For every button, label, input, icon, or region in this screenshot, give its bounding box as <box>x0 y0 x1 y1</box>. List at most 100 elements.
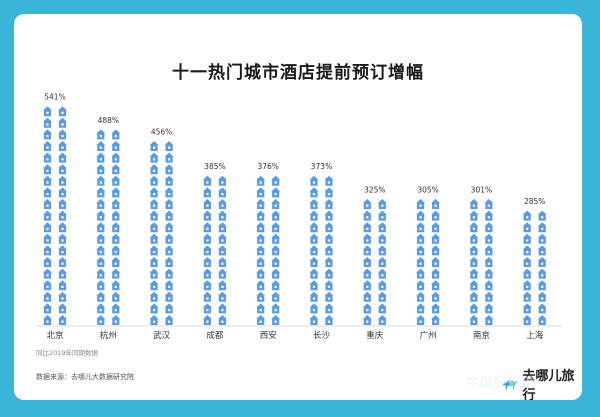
house-window <box>168 285 171 288</box>
house-icon <box>537 280 547 291</box>
house-window <box>46 158 49 161</box>
house-icon <box>58 291 67 302</box>
house-window <box>99 320 102 323</box>
house-icon <box>149 222 159 233</box>
house-icon <box>111 210 121 221</box>
house-icon <box>58 106 67 117</box>
house-window <box>114 135 117 138</box>
house-window <box>259 262 262 265</box>
house-icon <box>484 291 494 302</box>
house-icon <box>431 222 440 233</box>
house-icon <box>431 291 440 302</box>
house-window <box>274 274 277 277</box>
house-window <box>487 309 490 312</box>
house-window <box>366 309 369 312</box>
house-window <box>168 297 171 300</box>
house-window <box>472 297 475 300</box>
house-icon <box>111 222 121 233</box>
house-window <box>312 274 316 277</box>
house-window <box>153 309 156 312</box>
house-window <box>419 262 422 265</box>
house-icon <box>96 303 106 314</box>
house-window <box>366 262 369 265</box>
house-icon <box>43 257 52 267</box>
house-window <box>259 320 262 323</box>
house-window <box>526 285 529 288</box>
house-icon <box>96 222 106 233</box>
house-window <box>434 239 437 242</box>
house-window <box>381 320 384 323</box>
house-icon <box>58 268 67 279</box>
house-window <box>114 169 117 172</box>
house-icon <box>362 268 372 279</box>
house-icon <box>164 245 174 256</box>
house-window <box>99 309 102 312</box>
house-window <box>312 262 316 265</box>
house-icon <box>309 257 319 267</box>
house-window <box>259 227 262 230</box>
house-window <box>99 285 102 288</box>
house-window <box>327 193 331 196</box>
house-window <box>206 239 209 242</box>
house-icon <box>43 152 52 163</box>
house-icon <box>111 129 121 140</box>
house-window <box>99 204 102 207</box>
house-window <box>541 285 544 288</box>
house-icon <box>537 222 547 233</box>
house-window <box>61 239 64 242</box>
house-icon <box>164 152 174 163</box>
house-icon <box>218 210 227 221</box>
house-window <box>487 262 490 265</box>
house-icon <box>58 152 67 163</box>
house-icon <box>111 257 121 267</box>
house-window <box>221 227 224 230</box>
house-icon <box>324 175 334 186</box>
house-window <box>206 227 209 230</box>
house-icon <box>324 187 334 198</box>
value-label: 285% <box>524 197 545 206</box>
house-window <box>114 262 117 265</box>
house-window <box>114 216 117 219</box>
house-window <box>526 274 529 277</box>
house-icon <box>218 199 227 209</box>
house-icon <box>43 187 52 198</box>
house-icon <box>164 303 174 314</box>
house-window <box>168 169 171 172</box>
value-label: 301% <box>471 185 492 194</box>
house-icon <box>309 280 319 291</box>
house-icon <box>309 303 319 314</box>
house-window <box>168 181 171 184</box>
house-window <box>153 181 156 184</box>
house-icon <box>309 268 319 279</box>
house-window <box>61 111 64 114</box>
house-window <box>274 251 277 254</box>
house-window <box>381 297 384 300</box>
house-window <box>366 274 369 277</box>
house-icon <box>43 245 52 256</box>
chart-title: 十一热门城市酒店提前预订增幅 <box>172 63 424 83</box>
house-icon <box>377 303 387 314</box>
house-window <box>114 320 117 323</box>
house-icon <box>271 222 281 233</box>
house-window <box>221 285 224 288</box>
category-label: 武汉 <box>153 330 171 341</box>
house-window <box>61 204 64 207</box>
house-window <box>153 251 156 254</box>
house-icon <box>271 291 281 302</box>
house-window <box>434 309 437 312</box>
house-window <box>206 297 209 300</box>
house-icon <box>309 245 319 256</box>
house-icon <box>469 291 479 302</box>
house-window <box>381 204 384 207</box>
house-icon <box>377 199 387 209</box>
house-window <box>259 239 262 242</box>
house-icon <box>218 268 227 279</box>
house-icon <box>484 268 494 279</box>
house-window <box>206 320 209 323</box>
house-window <box>419 239 422 242</box>
category-label: 重庆 <box>366 330 384 341</box>
camel-icon <box>502 380 518 390</box>
house-icon <box>218 233 227 244</box>
house-icon <box>309 233 319 244</box>
house-window <box>327 181 331 184</box>
